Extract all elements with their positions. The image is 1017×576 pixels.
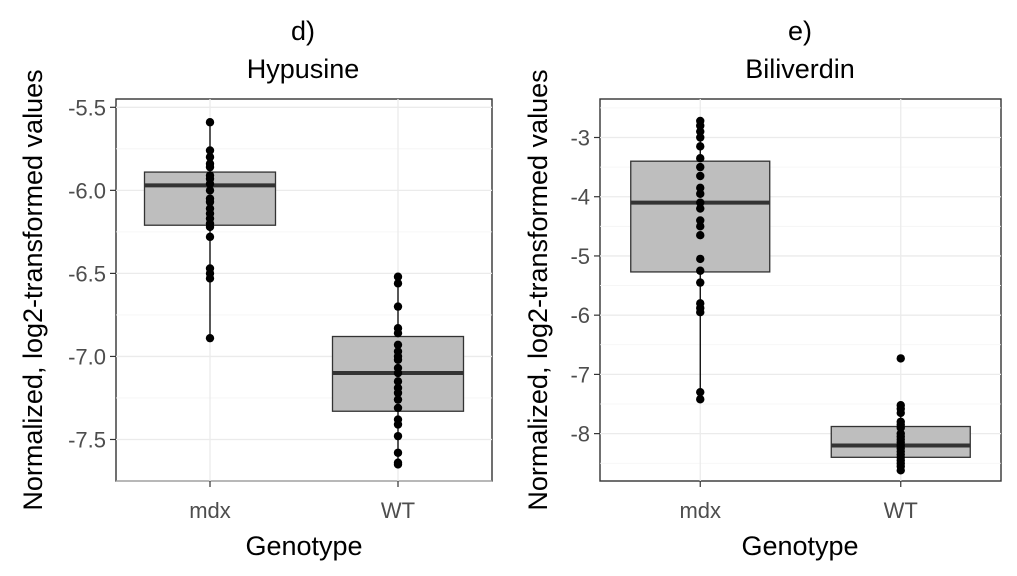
data-point: [696, 254, 705, 264]
data-point: [205, 152, 215, 162]
data-point: [393, 388, 403, 398]
data-point: [393, 340, 403, 350]
data-point: [896, 423, 905, 432]
data-point: [696, 133, 705, 142]
data-point: [696, 162, 705, 172]
y-tick-label: -3: [570, 125, 590, 150]
data-point: [896, 354, 905, 363]
data-point: [393, 431, 403, 441]
data-point: [393, 328, 403, 338]
data-point: [393, 420, 403, 429]
data-point: [696, 121, 705, 130]
x-axis-title: Genotype: [741, 531, 858, 561]
data-point: [696, 189, 705, 198]
plot-panel: [599, 98, 1002, 482]
data-point: [205, 186, 215, 195]
data-point: [205, 333, 215, 343]
data-point: [205, 222, 215, 232]
data-point: [696, 216, 705, 225]
panel-biliverdin: e) Biliverdin -8 -7 -6 -5 -4 -3 mdx WT Genotyp…: [523, 16, 1002, 561]
y-tick-label: -4: [570, 185, 590, 210]
data-point: [696, 171, 705, 181]
data-point: [393, 395, 403, 404]
data-point: [696, 183, 705, 193]
y-tick-label: -6.5: [68, 261, 106, 286]
data-point: [696, 387, 705, 397]
x-tick-label: WT: [884, 498, 918, 523]
data-point: [205, 274, 215, 283]
y-axis-ticks: -7.5 -7.0 -6.5 -6.0 -5.5: [68, 95, 116, 452]
data-point: [205, 162, 215, 172]
data-point: [205, 232, 215, 242]
y-tick-label: -5.5: [68, 95, 106, 120]
data-point: [896, 466, 905, 475]
data-point: [393, 448, 403, 457]
data-point: [696, 142, 705, 151]
y-axis-ticks: -8 -7 -6 -5 -4 -3: [570, 125, 600, 447]
data-point: [696, 222, 705, 231]
data-point: [696, 127, 705, 136]
panel-title-line2: Hypusine: [247, 54, 360, 84]
data-point: [393, 272, 403, 281]
y-tick-label: -7: [570, 362, 590, 387]
y-tick-label: -7.5: [68, 427, 106, 452]
data-point: [696, 278, 705, 287]
data-point: [205, 118, 215, 127]
y-tick-label: -6.0: [68, 178, 106, 203]
data-point: [393, 355, 403, 364]
y-tick-label: -5: [570, 244, 590, 269]
y-tick-label: -8: [570, 422, 590, 447]
data-point: [393, 377, 403, 386]
panel-title-line1: d): [291, 16, 315, 46]
x-axis-ticks: mdx WT: [189, 481, 415, 523]
boxplots: [143, 118, 465, 469]
x-axis-ticks: mdx WT: [679, 481, 918, 523]
data-point: [393, 460, 403, 469]
y-axis-title: Normalized, log2-transformed values: [523, 69, 553, 510]
panel-hypusine: d) Hypusine -7.5 -7.0 -6.5 -6.0 -5.5 mdx WT G…: [18, 16, 493, 561]
plot-panel: [115, 98, 493, 482]
data-point: [393, 368, 403, 378]
data-point: [393, 279, 403, 288]
data-point: [696, 198, 705, 207]
panel-title-line2: Biliverdin: [745, 54, 855, 84]
data-point: [896, 408, 905, 418]
x-tick-label: WT: [381, 498, 415, 523]
data-point: [205, 179, 215, 188]
y-tick-label: -6: [570, 303, 590, 328]
data-point: [393, 302, 403, 311]
boxplots: [630, 116, 971, 475]
data-point: [696, 204, 705, 213]
data-point: [696, 308, 705, 317]
y-axis-title: Normalized, log2-transformed values: [18, 69, 48, 510]
data-point: [696, 154, 705, 163]
y-tick-label: -7.0: [68, 344, 106, 369]
data-point: [205, 146, 215, 155]
x-tick-label: mdx: [189, 498, 231, 523]
x-axis-title: Genotype: [245, 531, 362, 561]
data-point: [205, 197, 215, 207]
data-point: [696, 266, 705, 275]
data-point: [393, 403, 403, 413]
panel-title-line1: e): [788, 16, 812, 46]
x-tick-label: mdx: [679, 498, 721, 523]
data-point: [696, 231, 705, 240]
data-point: [696, 395, 705, 404]
